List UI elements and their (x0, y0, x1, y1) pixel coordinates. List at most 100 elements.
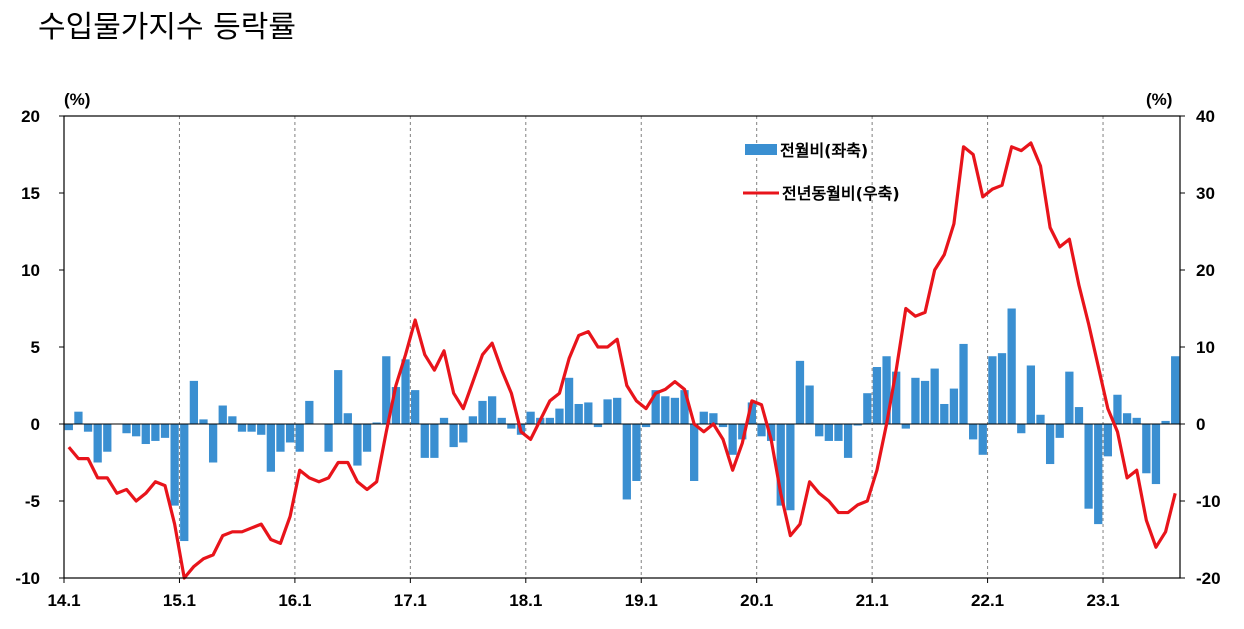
bar (988, 356, 997, 424)
bar (949, 388, 959, 424)
x-tick-label: 16.1 (278, 591, 311, 610)
bar (1094, 424, 1103, 525)
bar (160, 424, 170, 438)
right-tick-label: 10 (1196, 338, 1215, 357)
bar (362, 424, 372, 452)
x-tick-label: 20.1 (740, 591, 773, 610)
bar-series (64, 308, 1180, 542)
legend: 전월비(좌축) 전년동월비(우축) (743, 141, 900, 203)
bar (285, 424, 295, 443)
bar (1036, 414, 1045, 424)
bar (1074, 407, 1084, 424)
bar (1017, 424, 1026, 434)
bar (257, 424, 266, 435)
bar (218, 405, 227, 424)
bar (824, 424, 833, 441)
bar (815, 424, 824, 437)
bar (901, 424, 910, 429)
bar (132, 424, 141, 437)
bar (1132, 417, 1141, 424)
bar (911, 377, 920, 424)
bar (843, 424, 853, 458)
bar (709, 413, 718, 424)
bar (786, 424, 795, 511)
bar (892, 371, 901, 424)
bar (151, 424, 160, 441)
bar (776, 424, 785, 506)
bar (468, 416, 478, 424)
bar (863, 393, 872, 424)
legend-line-label: 전년동월비(우축) (782, 184, 900, 203)
bar (622, 424, 631, 500)
bar (180, 424, 189, 542)
bar (1122, 413, 1132, 424)
bar (680, 390, 689, 424)
bar (478, 400, 487, 424)
x-tick-label: 23.1 (1086, 591, 1119, 610)
bar (74, 411, 83, 424)
bar (670, 397, 680, 424)
left-tick-label: 20 (21, 107, 40, 126)
bar (632, 424, 641, 481)
bar (940, 403, 949, 424)
left-tick-label: 5 (31, 338, 40, 357)
bar (1084, 424, 1093, 509)
bar (1113, 394, 1122, 424)
left-tick-label: 15 (21, 184, 40, 203)
bar (122, 424, 131, 434)
bar (170, 424, 179, 506)
bar (747, 402, 757, 424)
x-tick-label: 14.1 (47, 591, 80, 610)
bar (997, 353, 1007, 424)
bar (497, 417, 506, 424)
bar (978, 424, 987, 455)
bar (834, 424, 843, 441)
bar (805, 385, 814, 424)
left-axis: -10 -5 0 5 10 15 20 (15, 107, 64, 588)
bar (699, 411, 708, 424)
bar (641, 424, 651, 428)
bar (189, 380, 199, 424)
left-tick-label: -5 (25, 492, 40, 511)
bar (295, 424, 304, 452)
bar (545, 417, 554, 424)
x-tick-label: 22.1 (971, 591, 1004, 610)
bar (738, 424, 747, 440)
bar (401, 359, 410, 424)
bar (853, 424, 862, 426)
bar (593, 424, 603, 428)
bar (305, 400, 314, 424)
right-tick-label: 30 (1196, 184, 1215, 203)
bar (487, 396, 497, 424)
bar (343, 413, 352, 424)
bar (1142, 424, 1151, 474)
bar (372, 422, 381, 424)
x-tick-label: 21.1 (856, 591, 889, 610)
bar (613, 397, 622, 424)
right-tick-label: 40 (1196, 107, 1215, 126)
bar (420, 424, 429, 458)
x-tick-label: 19.1 (625, 591, 658, 610)
bar (353, 424, 362, 466)
bar (247, 424, 256, 432)
bar (459, 424, 468, 443)
x-tick-label: 17.1 (394, 591, 427, 610)
bar (1065, 371, 1074, 424)
bar (1171, 356, 1180, 424)
bar (690, 424, 699, 481)
bar (603, 399, 612, 424)
bar (795, 360, 805, 424)
bar (64, 424, 73, 431)
bar (766, 424, 776, 441)
right-axis-unit: (%) (1146, 90, 1172, 109)
legend-bar-swatch (745, 144, 777, 155)
bar (430, 424, 439, 458)
bar (382, 356, 391, 424)
right-axis: -20 -10 0 10 20 30 40 (1180, 107, 1221, 588)
bar (920, 380, 930, 424)
bar (411, 390, 420, 424)
bar (334, 370, 343, 424)
bar (930, 368, 939, 424)
bar (1151, 424, 1161, 485)
bar (276, 424, 285, 452)
